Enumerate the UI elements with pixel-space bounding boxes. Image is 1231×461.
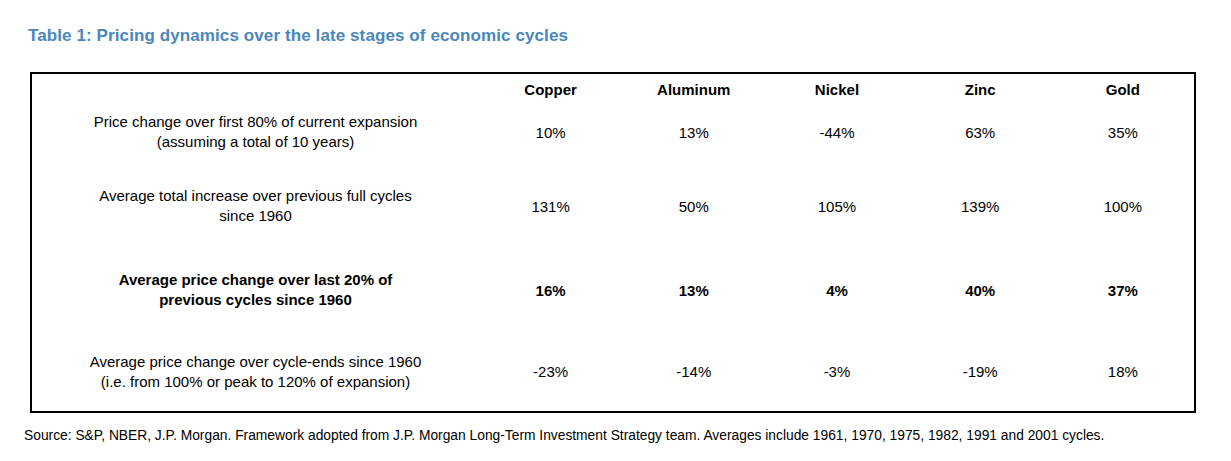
row-label-line: Average price change over cycle-ends sin…: [90, 353, 422, 370]
cell-value: 16%: [479, 248, 622, 332]
row-label: Average price change over cycle-ends sin…: [31, 332, 479, 412]
header-copper: Copper: [479, 73, 622, 100]
row-label-line: Price change over first 80% of current e…: [94, 113, 418, 130]
row-label-line: Average total increase over previous ful…: [99, 187, 411, 204]
cell-value: -44%: [765, 100, 908, 164]
cell-value: 40%: [909, 248, 1052, 332]
cell-value: 100%: [1052, 164, 1195, 248]
row-label: Average total increase over previous ful…: [31, 164, 479, 248]
header-zinc: Zinc: [909, 73, 1052, 100]
table-caption: Table 1: Pricing dynamics over the late …: [28, 26, 568, 46]
header-row: Copper Aluminum Nickel Zinc Gold: [31, 73, 1195, 100]
cell-value: 10%: [479, 100, 622, 164]
row-label-line: since 1960: [219, 207, 292, 224]
pricing-table: Copper Aluminum Nickel Zinc Gold Price c…: [30, 72, 1196, 413]
cell-value: 131%: [479, 164, 622, 248]
source-note: Source: S&P, NBER, J.P. Morgan. Framewor…: [24, 428, 1104, 443]
row-label-line: previous cycles since 1960: [159, 291, 352, 308]
header-empty-cell: [31, 73, 479, 100]
report-figure: Table 1: Pricing dynamics over the late …: [0, 0, 1231, 461]
cell-value: -19%: [909, 332, 1052, 412]
row-label-line: Average price change over last 20% of: [119, 271, 393, 288]
row-label: Average price change over last 20% of pr…: [31, 248, 479, 332]
cell-value: -23%: [479, 332, 622, 412]
cell-value: 35%: [1052, 100, 1195, 164]
cell-value: 105%: [765, 164, 908, 248]
table-row: Average total increase over previous ful…: [31, 164, 1195, 248]
cell-value: 18%: [1052, 332, 1195, 412]
cell-value: -14%: [622, 332, 765, 412]
table-row: Price change over first 80% of current e…: [31, 100, 1195, 164]
table-row: Average price change over cycle-ends sin…: [31, 332, 1195, 412]
cell-value: -3%: [765, 332, 908, 412]
cell-value: 63%: [909, 100, 1052, 164]
cell-value: 139%: [909, 164, 1052, 248]
row-label-line: (assuming a total of 10 years): [157, 133, 355, 150]
table-row-emphasized: Average price change over last 20% of pr…: [31, 248, 1195, 332]
cell-value: 50%: [622, 164, 765, 248]
cell-value: 4%: [765, 248, 908, 332]
header-nickel: Nickel: [765, 73, 908, 100]
row-label: Price change over first 80% of current e…: [31, 100, 479, 164]
header-aluminum: Aluminum: [622, 73, 765, 100]
row-label-line: (i.e. from 100% or peak to 120% of expan…: [101, 373, 410, 390]
header-gold: Gold: [1052, 73, 1195, 100]
cell-value: 13%: [622, 248, 765, 332]
cell-value: 37%: [1052, 248, 1195, 332]
cell-value: 13%: [622, 100, 765, 164]
